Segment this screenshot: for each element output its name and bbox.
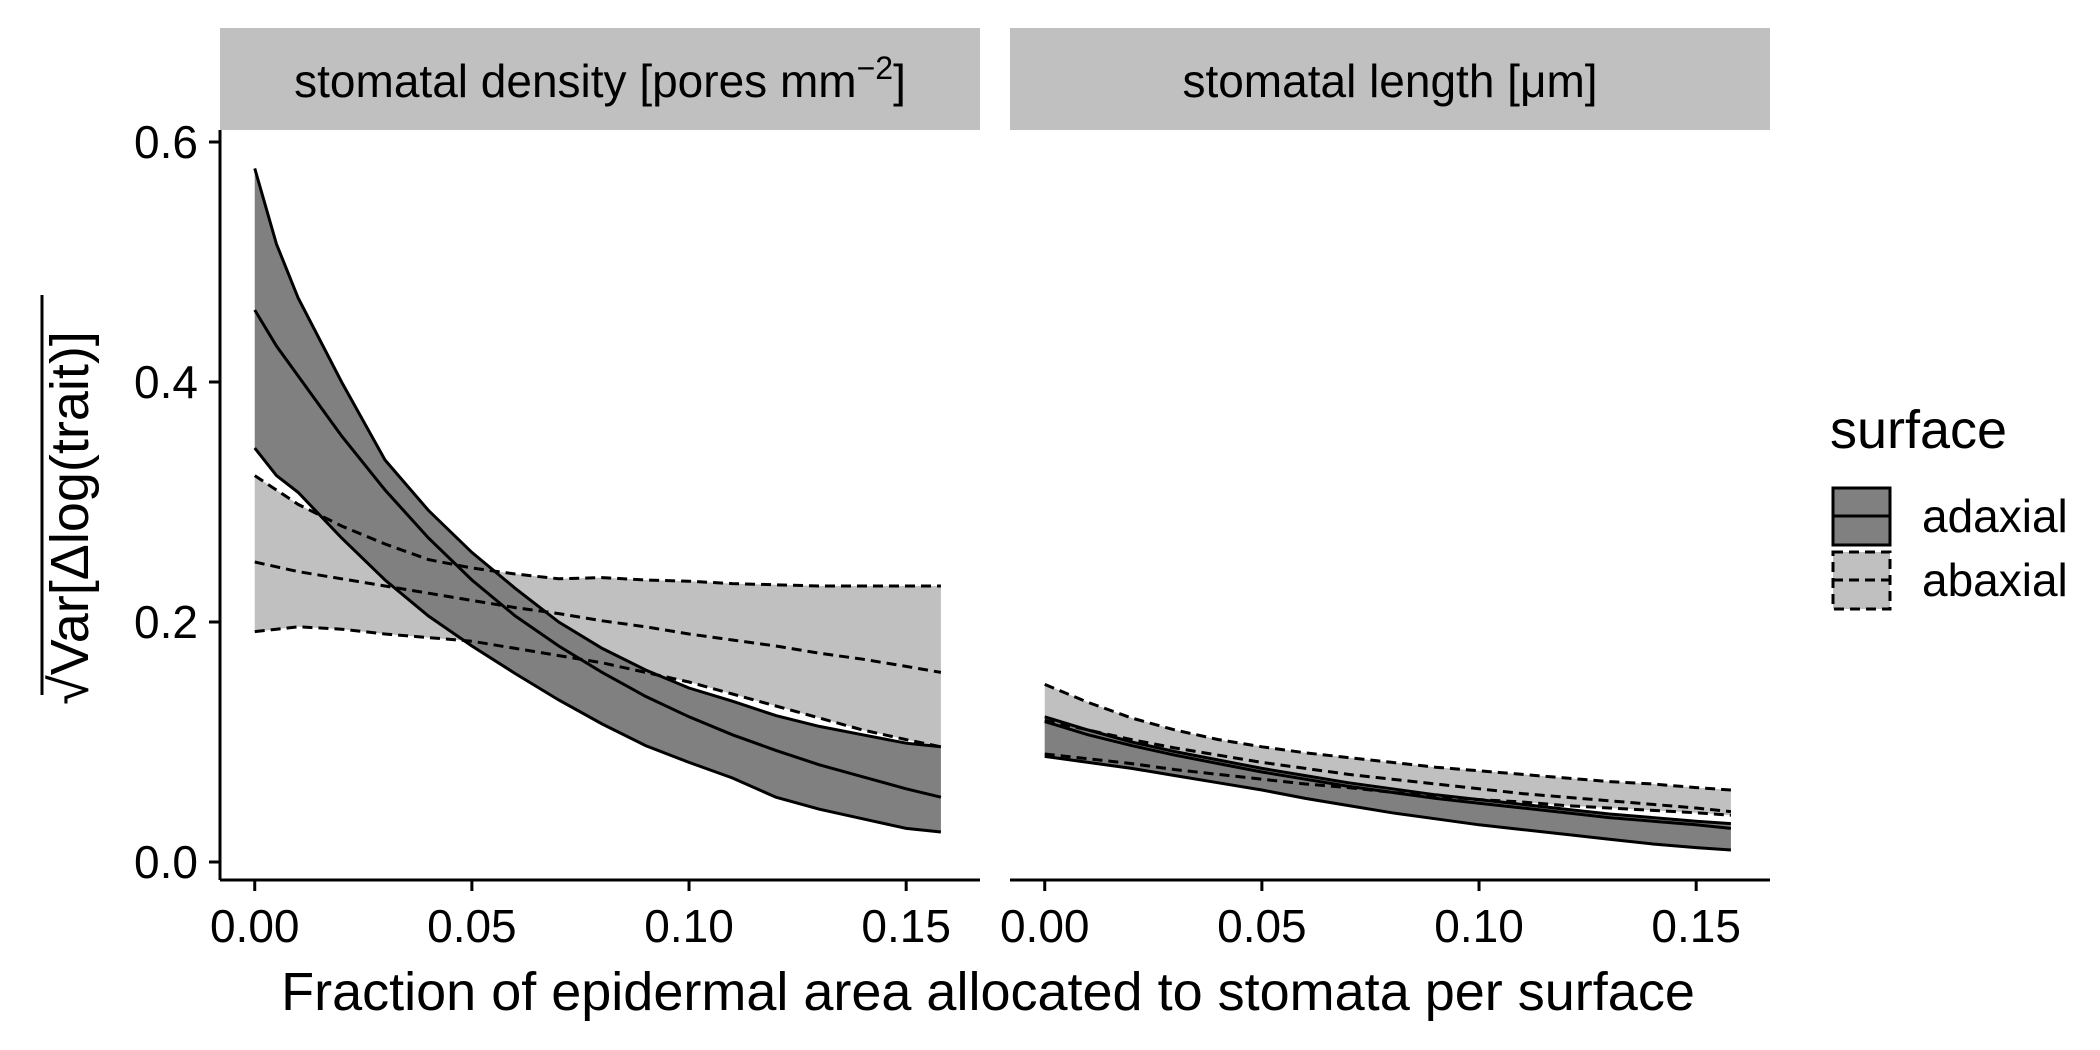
svg-text:√Var[Δlog(trait)]: √Var[Δlog(trait)] (40, 331, 100, 705)
panels: stomatal density [pores mm−2] 0.00 0.05 0.1… (134, 28, 1770, 952)
x-tick-label: 0.00 (1000, 900, 1090, 952)
line-abaxial (1044, 718, 1732, 814)
band-edge-adaxial-upper (1044, 715, 1732, 826)
x-tick-label: 0.15 (861, 900, 951, 952)
x-tick-label: 0.00 (210, 900, 300, 952)
panel-1: stomatal density [pores mm−2] 0.00 0.05 0.1… (134, 28, 980, 952)
strip-background (220, 28, 980, 130)
y-tick-label: 0.4 (134, 356, 198, 408)
legend-item-adaxial: adaxial (1831, 486, 2068, 547)
band-edge-adaxial-lower (1044, 754, 1732, 852)
strip-label: stomatal density [pores mm−2] (294, 50, 906, 107)
strip-label: stomatal length [μm] (1182, 55, 1597, 107)
y-tick-label: 0.0 (134, 836, 198, 888)
legend: surface adaxial abaxial (1830, 400, 2068, 611)
y-tick-label: 0.2 (134, 596, 198, 648)
band-edge-adaxial-lower (253, 447, 942, 834)
band-adaxial (1044, 716, 1731, 850)
panel-2: stomatal length [μm] 0.00 0.05 0.10 0.15 (1000, 28, 1770, 952)
x-tick-label: 0.10 (1434, 900, 1524, 952)
y-axis-title: √Var[Δlog(trait)] (40, 295, 100, 705)
y-tick-label: 0.6 (134, 116, 198, 168)
band-edge-adaxial-upper (253, 167, 942, 749)
band-edge-abaxial-lower (254, 625, 942, 749)
legend-label-abaxial: abaxial (1922, 554, 2068, 606)
x-tick-label: 0.05 (427, 900, 517, 952)
band-adaxial (254, 168, 941, 832)
band-edge-abaxial-lower (1044, 752, 1732, 817)
legend-title: surface (1830, 400, 2007, 460)
strip-background (1010, 28, 1770, 130)
band-edge-abaxial-upper (1044, 683, 1732, 792)
line-abaxial (254, 560, 942, 674)
band-edge-abaxial-upper (253, 474, 941, 588)
legend-item-abaxial: abaxial (1831, 550, 2068, 611)
band-abaxial (1044, 684, 1731, 816)
x-axis-title: Fraction of epidermal area allocated to … (281, 962, 1695, 1022)
y-axis-title-root: √ (40, 675, 100, 705)
legend-label-adaxial: adaxial (1922, 490, 2068, 542)
band-abaxial (254, 475, 941, 747)
x-tick-label: 0.05 (1217, 900, 1307, 952)
y-axis-title-text: Var[Δlog(trait)] (40, 331, 100, 675)
x-tick-label: 0.10 (644, 900, 734, 952)
x-tick-label: 0.15 (1651, 900, 1741, 952)
line-adaxial (1044, 720, 1732, 830)
